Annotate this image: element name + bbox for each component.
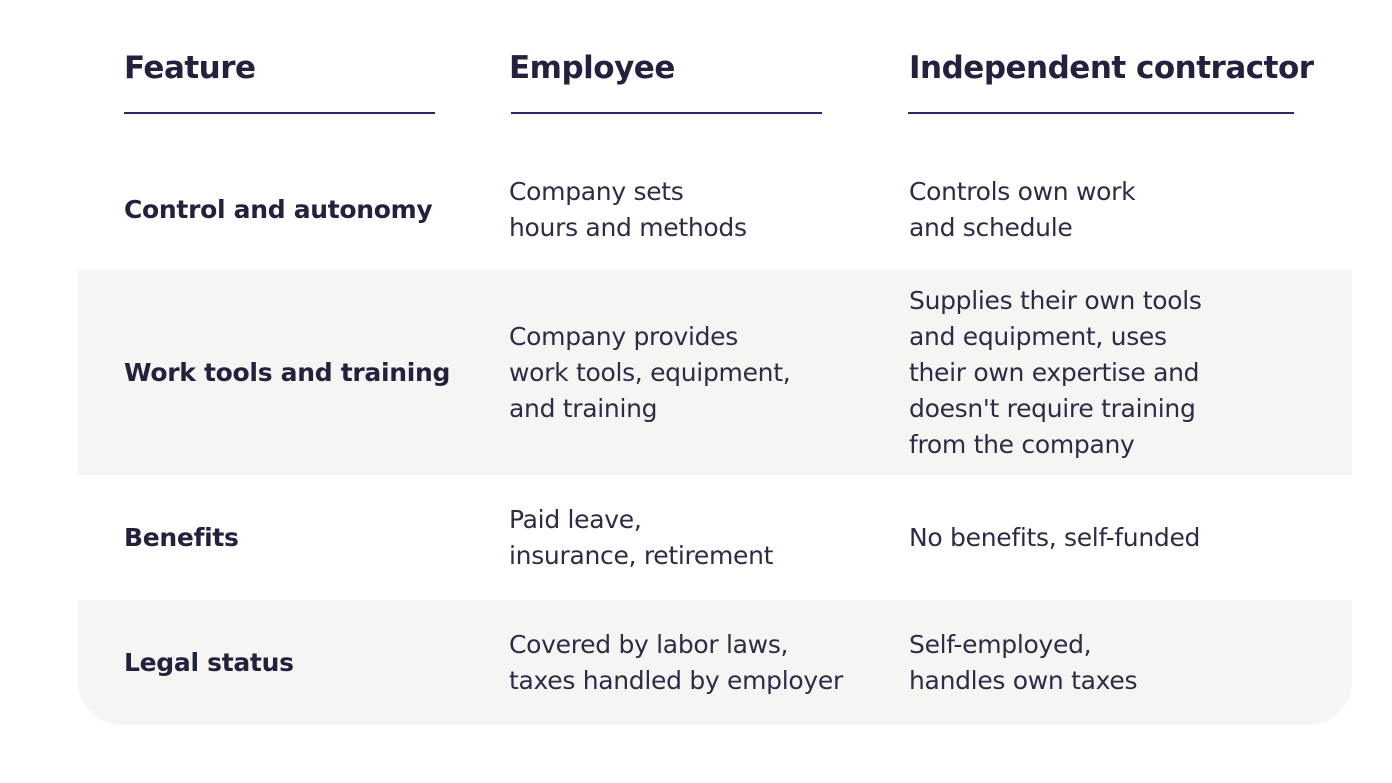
table-row: Legal status Covered by labor laws, taxes … [78, 600, 1352, 725]
table-cell: Covered by labor laws, taxes handled by e… [509, 600, 843, 725]
row-label: Control and autonomy [124, 150, 433, 270]
cell-text-line: Control and autonomy [124, 195, 433, 224]
cell-text-line: work tools, equipment, [509, 357, 791, 387]
table-cell: No benefits, self-funded [909, 475, 1200, 600]
cell-text-line: taxes handled by employer [509, 665, 843, 695]
cell-text-line: and training [509, 393, 658, 423]
table-cell: Paid leave, insurance, retirement [509, 475, 773, 600]
cell-text-line: insurance, retirement [509, 540, 774, 570]
cell-text-line: Controls own work [909, 177, 1136, 206]
cell-text-line: from the company [909, 429, 1135, 459]
cell-text-line: doesn't require training [909, 393, 1196, 423]
row-label: Legal status [124, 600, 294, 725]
cell-text-line: hours and methods [509, 213, 747, 242]
header-underline [908, 112, 1294, 114]
cell-text-line: Benefits [124, 522, 239, 552]
cell-text-line: Paid leave, [509, 504, 642, 534]
cell-text-line: Supplies their own tools [909, 285, 1202, 315]
table-cell: Company sets hours and methods [509, 150, 747, 270]
cell-text-line: Work tools and training [124, 357, 451, 387]
table-cell: Self-employed, handles own taxes [909, 600, 1137, 725]
cell-text-line: and schedule [909, 213, 1073, 242]
cell-text-line: Covered by labor laws, [509, 629, 789, 659]
column-header: Independent contractor [909, 50, 1314, 86]
cell-text-line: No benefits, self-funded [909, 522, 1201, 552]
column-header: Employee [509, 50, 675, 86]
cell-text-line: their own expertise and [909, 357, 1200, 387]
cell-text-line: handles own taxes [909, 665, 1138, 695]
table-row: Work tools and training Company provides w… [78, 270, 1352, 475]
cell-text-line: Company provides [509, 321, 738, 351]
header-underline [511, 112, 822, 114]
cell-text-line: Self-employed, [909, 629, 1092, 659]
table-row: Control and autonomy Company sets hours an… [78, 150, 1352, 270]
table-cell: Supplies their own tools and equipment, u… [909, 270, 1202, 475]
table-row: Benefits Paid leave, insurance, retirement… [78, 475, 1352, 600]
header-underline [124, 112, 435, 114]
cell-text-line: Company sets [509, 177, 684, 206]
cell-text-line: Legal status [124, 647, 294, 677]
cell-text-line: and equipment, uses [909, 321, 1167, 351]
row-label: Work tools and training [124, 270, 450, 475]
table-cell: Company provides work tools, equipment, an… [509, 270, 791, 475]
row-label: Benefits [124, 475, 239, 600]
table-cell: Controls own work and schedule [909, 150, 1136, 270]
column-header: Feature [124, 50, 256, 86]
